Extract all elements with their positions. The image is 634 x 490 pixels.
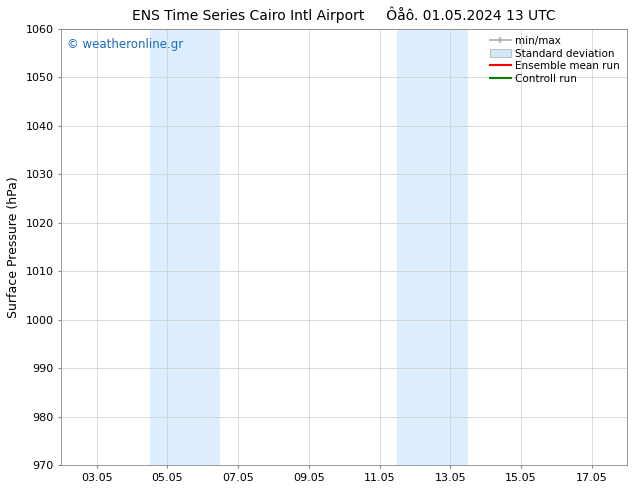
Legend: min/max, Standard deviation, Ensemble mean run, Controll run: min/max, Standard deviation, Ensemble me…: [488, 34, 622, 86]
Bar: [150, 29, 221, 466]
Y-axis label: Surface Pressure (hPa): Surface Pressure (hPa): [7, 176, 20, 318]
Text: © weatheronline.gr: © weatheronline.gr: [67, 38, 183, 50]
Bar: [398, 29, 468, 466]
Title: ENS Time Series Cairo Intl Airport     Ôåô. 01.05.2024 13 UTC: ENS Time Series Cairo Intl Airport Ôåô. …: [133, 7, 556, 24]
